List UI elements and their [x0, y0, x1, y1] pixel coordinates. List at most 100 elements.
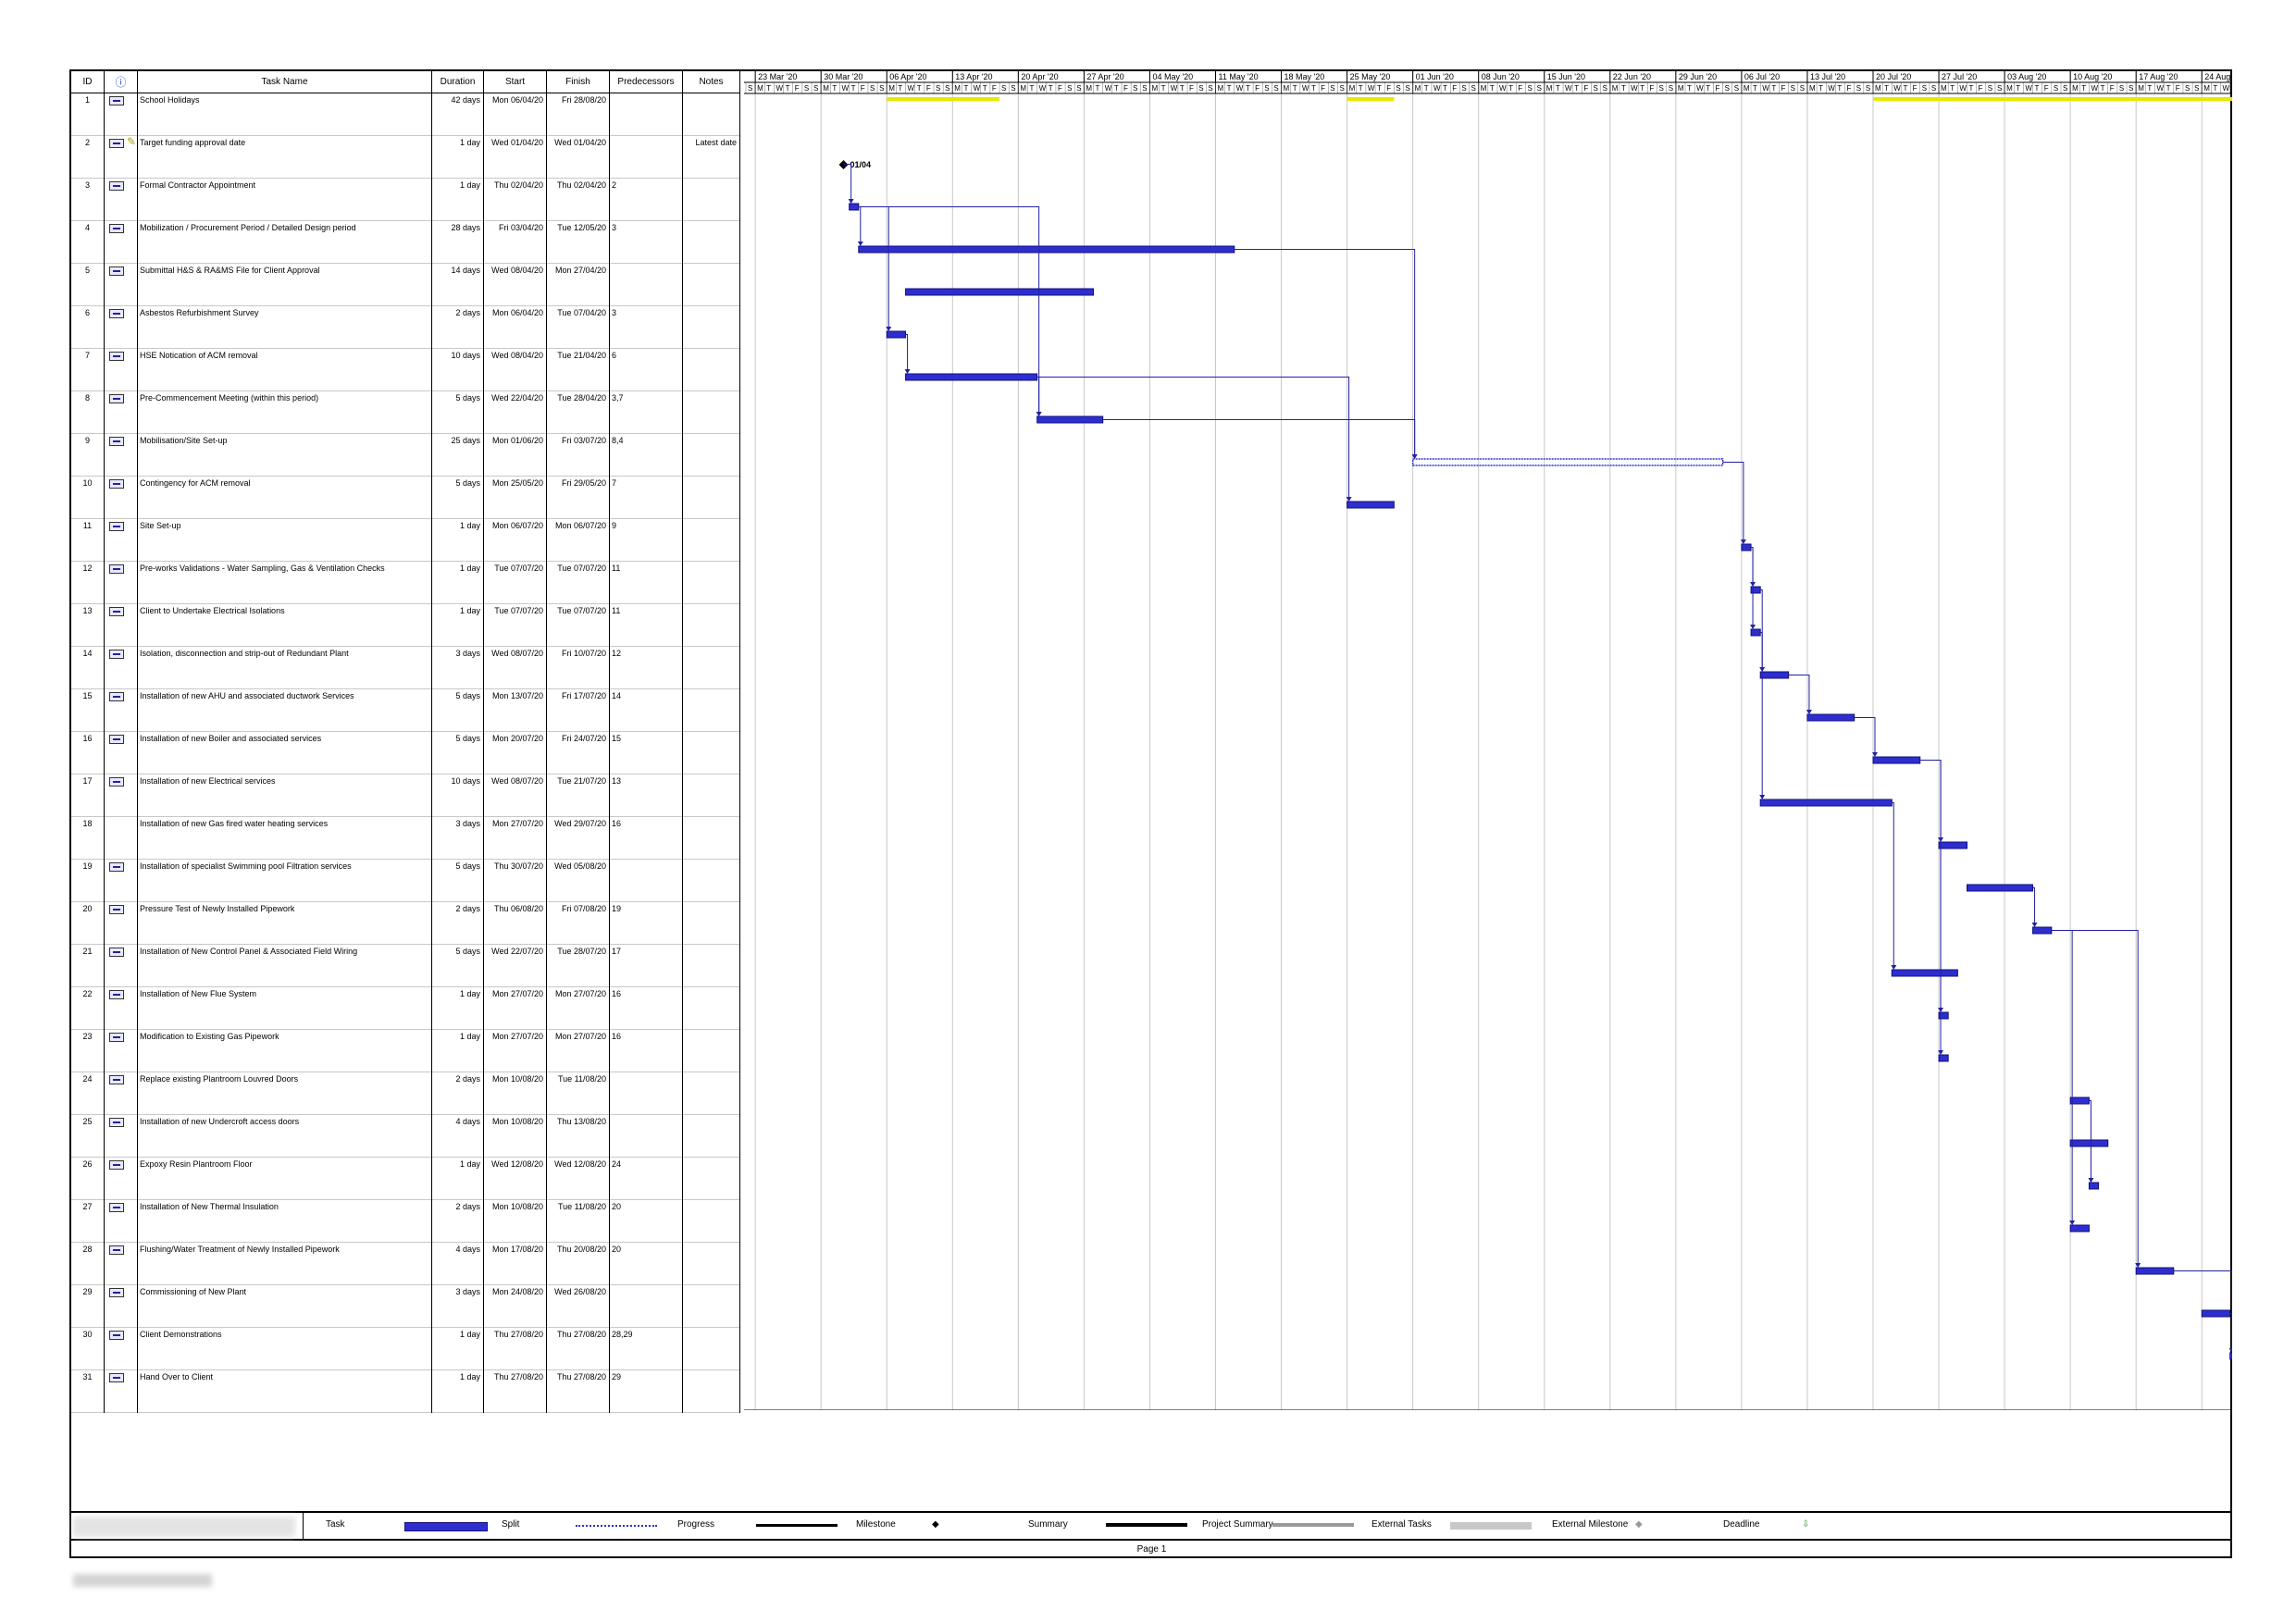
cell-name: Mobilisation/Site Set-up	[138, 434, 432, 477]
cell-fin: Tue 12/05/20	[547, 221, 610, 264]
day-label: F	[1189, 84, 1194, 93]
day-label: F	[2044, 84, 2049, 93]
table-row[interactable]: 5 Submittal H&S & RA&MS File for Client A…	[71, 264, 740, 306]
day-label: F	[861, 84, 865, 93]
table-row[interactable]: 2 ✎ Target funding approval date 1 day Wed 0…	[71, 136, 740, 179]
table-row[interactable]: 4 Mobilization / Procurement Period / Det…	[71, 221, 740, 264]
legend-deadline-icon: ⇩	[1802, 1519, 1810, 1530]
task-table-icon	[109, 607, 124, 616]
day-label: M	[1020, 84, 1026, 93]
legend-split-swatch	[576, 1525, 657, 1527]
cell-notes	[683, 179, 740, 221]
legend: Task Split Progress Milestone ◆ Summary …	[71, 1511, 2232, 1541]
table-row[interactable]: 7 HSE Notication of ACM removal 10 days Wed…	[71, 349, 740, 391]
table-row[interactable]: 31 Hand Over to Client 1 day Thu 27/08/20 Th…	[71, 1370, 740, 1413]
table-row[interactable]: 14 Isolation, disconnection and strip-out…	[71, 647, 740, 689]
table-row[interactable]: 19 Installation of specialist Swimming po…	[71, 860, 740, 902]
cell-name: Pre-Commencement Meeting (within this pe…	[138, 391, 432, 434]
cell-dur: 25 days	[432, 434, 484, 477]
column-header-id[interactable]: ID	[71, 71, 105, 93]
day-label: S	[1734, 84, 1739, 93]
day-label: F	[1386, 84, 1391, 93]
table-row[interactable]: 28 Flushing/Water Treatment of Newly Inst…	[71, 1243, 740, 1285]
dependency-link	[858, 206, 1040, 415]
cell-start: Thu 30/07/20	[484, 860, 547, 902]
table-row[interactable]: 12 Pre-works Validations - Water Sampling…	[71, 562, 740, 604]
cell-fin: Thu 13/08/20	[547, 1115, 610, 1158]
table-row[interactable]: 24 Replace existing Plantroom Louvred Doo…	[71, 1072, 740, 1115]
table-row[interactable]: 18 Installation of new Gas fired water he…	[71, 817, 740, 860]
table-row[interactable]: 6 Asbestos Refurbishment Survey 2 days Mon …	[71, 306, 740, 349]
table-row[interactable]: 29 Commissioning of New Plant 3 days Mon 24…	[71, 1285, 740, 1328]
day-label: M	[1546, 84, 1553, 93]
table-row[interactable]: 17 Installation of new Electrical service…	[71, 774, 740, 817]
day-label: M	[1941, 84, 1947, 93]
cell-start: Mon 27/07/20	[484, 987, 547, 1030]
table-row[interactable]: 10 Contingency for ACM removal 5 days Mon 2…	[71, 477, 740, 519]
table-row[interactable]: 13 Client to Undertake Electrical Isolati…	[71, 604, 740, 647]
table-row[interactable]: 20 Pressure Test of Newly Installed Pipew…	[71, 902, 740, 945]
table-row[interactable]: 11 Site Set-up 1 day Mon 06/07/20 Mon 06/07/…	[71, 519, 740, 562]
cell-pred: 8,4	[610, 434, 683, 477]
cell-dur: 10 days	[432, 349, 484, 391]
cell-name: Pre-works Validations - Water Sampling, …	[138, 562, 432, 604]
task-table-icon	[109, 948, 124, 957]
day-label: S	[1330, 84, 1334, 93]
holiday-bar	[1347, 97, 1395, 101]
day-label: T	[1621, 84, 1626, 93]
day-label: M	[1744, 84, 1750, 93]
table-row[interactable]: 3 Formal Contractor Appointment 1 day Thu 0…	[71, 179, 740, 221]
day-label: F	[1649, 84, 1654, 93]
table-row[interactable]: 30 Client Demonstrations 1 day Thu 27/08/20…	[71, 1328, 740, 1370]
column-header-start[interactable]: Start	[484, 71, 547, 93]
table-row[interactable]: 23 Modification to Existing Gas Pipework 1…	[71, 1030, 740, 1072]
column-header-duration[interactable]: Duration	[432, 71, 484, 93]
column-header-task-name[interactable]: Task Name	[138, 71, 432, 93]
day-label: W	[1631, 84, 1638, 93]
legend-task-label: Task	[326, 1519, 345, 1530]
cell-notes	[683, 604, 740, 647]
task-bar	[2201, 1309, 2231, 1318]
table-row[interactable]: 22 Installation of New Flue System 1 day Mo…	[71, 987, 740, 1030]
cell-notes	[683, 391, 740, 434]
column-header-predecessors[interactable]: Predecessors	[610, 71, 683, 93]
column-header-notes[interactable]: Notes	[683, 71, 740, 93]
day-label: T	[2147, 84, 2152, 93]
cell-indicators	[105, 1030, 138, 1072]
day-label: W	[1762, 84, 1769, 93]
table-row[interactable]: 25 Installation of new Undercroft access …	[71, 1115, 740, 1158]
task-bar	[1938, 841, 1968, 849]
footer: Page 1	[71, 1541, 2232, 1587]
table-row[interactable]: 15 Installation of new AHU and associated…	[71, 689, 740, 732]
link-arrowhead	[2088, 1178, 2094, 1183]
cell-notes	[683, 306, 740, 349]
column-header-finish[interactable]: Finish	[547, 71, 610, 93]
cell-indicators	[105, 391, 138, 434]
cell-id: 15	[71, 689, 105, 732]
table-row[interactable]: 21 Installation of New Control Panel & As…	[71, 945, 740, 987]
table-row[interactable]: 1 School Holidays 42 days Mon 06/04/20 Fri 2…	[71, 93, 740, 136]
day-label: T	[1706, 84, 1710, 93]
cell-id: 17	[71, 774, 105, 817]
cell-id: 25	[71, 1115, 105, 1158]
cell-id: 14	[71, 647, 105, 689]
cell-name: Expoxy Resin Plantroom Floor	[138, 1158, 432, 1200]
cell-pred: 7	[610, 477, 683, 519]
day-label: T	[1950, 84, 1955, 93]
column-header-indicators[interactable]: ⓘ	[105, 71, 138, 93]
day-label: S	[1461, 84, 1466, 93]
table-row[interactable]: 9 Mobilisation/Site Set-up 25 days Mon 01/0…	[71, 434, 740, 477]
cell-name: Modification to Existing Gas Pipework	[138, 1030, 432, 1072]
cell-name: Installation of new Undercroft access do…	[138, 1115, 432, 1158]
table-row[interactable]: 8 Pre-Commencement Meeting (within this p…	[71, 391, 740, 434]
table-row[interactable]: 26 Expoxy Resin Plantroom Floor 1 day Wed 1…	[71, 1158, 740, 1200]
day-label: T	[1161, 84, 1166, 93]
day-label: S	[1076, 84, 1081, 93]
day-label: F	[795, 84, 800, 93]
day-label: W	[1565, 84, 1572, 93]
link-arrowhead	[1891, 965, 1897, 970]
table-row[interactable]: 27 Installation of New Thermal Insulation…	[71, 1200, 740, 1243]
table-row[interactable]: 16 Installation of new Boiler and associa…	[71, 732, 740, 774]
cell-fin: Fri 17/07/20	[547, 689, 610, 732]
cell-pred	[610, 136, 683, 179]
